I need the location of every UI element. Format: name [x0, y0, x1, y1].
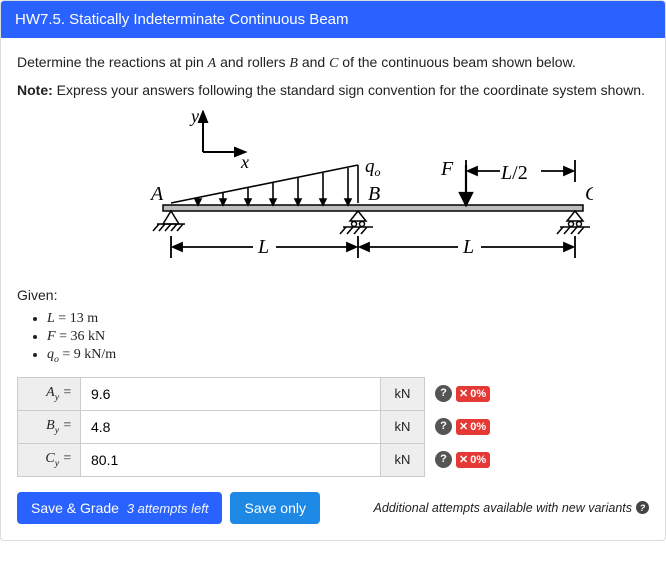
label-C: C	[585, 183, 593, 205]
given-item: L = 13 m	[47, 311, 649, 327]
prompt-text: Determine the reactions at pin	[17, 54, 208, 70]
answer-unit: kN	[381, 443, 425, 477]
axis-y-label: y	[189, 110, 199, 126]
label-L2: L	[462, 236, 474, 258]
card-body: Determine the reactions at pin A and rol…	[1, 38, 665, 540]
score-badge: ✕ 0%	[456, 386, 490, 402]
support-pin-A	[153, 211, 185, 231]
answer-input-Ay[interactable]	[81, 377, 381, 411]
help-icon[interactable]: ?	[435, 385, 452, 402]
given-list: L = 13 m F = 36 kN qo = 9 kN/m	[17, 311, 649, 365]
attempts-left: 3 attempts left	[127, 501, 209, 516]
label-A: A	[149, 183, 164, 205]
score-badge: ✕ 0%	[456, 419, 490, 435]
problem-card: HW7.5. Statically Indeterminate Continuo…	[0, 0, 666, 541]
feedback: ? ✕ 0%	[425, 377, 490, 411]
beam-svg: y x A	[73, 110, 593, 270]
feedback: ? ✕ 0%	[425, 443, 490, 477]
prompt-text: and rollers	[216, 54, 289, 70]
given-label: Given:	[17, 287, 649, 303]
help-icon[interactable]: ?	[435, 451, 452, 468]
answers-block: Ay = kN ? ✕ 0% By = kN ? ✕ 0% Cy =	[17, 377, 649, 477]
note-text: Express your answers following the stand…	[53, 82, 645, 98]
support-roller-C	[557, 211, 590, 234]
var-A: A	[208, 56, 217, 71]
answer-unit: kN	[381, 377, 425, 411]
button-row: Save & Grade 3 attempts left Save only A…	[17, 492, 649, 524]
prompt-text: and	[298, 54, 329, 70]
label-L1: L	[257, 236, 269, 258]
given-item: qo = 9 kN/m	[47, 347, 649, 365]
note-label: Note:	[17, 82, 53, 98]
label-q0: qo	[365, 156, 381, 179]
save-grade-button[interactable]: Save & Grade 3 attempts left	[17, 492, 222, 524]
axis-x-label: x	[240, 152, 249, 172]
save-only-button[interactable]: Save only	[230, 492, 319, 524]
answer-label: By =	[17, 410, 81, 444]
feedback: ? ✕ 0%	[425, 410, 490, 444]
support-roller-B	[340, 211, 373, 234]
answer-row: By = kN ? ✕ 0%	[17, 410, 649, 444]
prompt-text: of the continuous beam shown below.	[338, 54, 575, 70]
beam	[163, 205, 583, 211]
label-Lhalf: L/2	[500, 162, 528, 184]
answer-input-Cy[interactable]	[81, 443, 381, 477]
given-item: F = 36 kN	[47, 329, 649, 345]
answer-input-By[interactable]	[81, 410, 381, 444]
var-B: B	[289, 56, 298, 71]
card-title: HW7.5. Statically Indeterminate Continuo…	[1, 1, 665, 38]
distributed-load	[171, 165, 358, 205]
prompt: Determine the reactions at pin A and rol…	[17, 54, 649, 72]
info-icon[interactable]: ?	[636, 501, 649, 514]
help-icon[interactable]: ?	[435, 418, 452, 435]
label-B: B	[368, 183, 380, 205]
additional-attempts-note: Additional attempts available with new v…	[374, 501, 649, 515]
answer-row: Cy = kN ? ✕ 0%	[17, 443, 649, 477]
score-badge: ✕ 0%	[456, 452, 490, 468]
given-sym: qo	[47, 347, 59, 362]
note: Note: Express your answers following the…	[17, 82, 649, 98]
answer-label: Ay =	[17, 377, 81, 411]
answer-label: Cy =	[17, 443, 81, 477]
answer-unit: kN	[381, 410, 425, 444]
label-F: F	[440, 158, 454, 180]
beam-diagram: y x A	[17, 104, 649, 277]
answer-row: Ay = kN ? ✕ 0%	[17, 377, 649, 411]
